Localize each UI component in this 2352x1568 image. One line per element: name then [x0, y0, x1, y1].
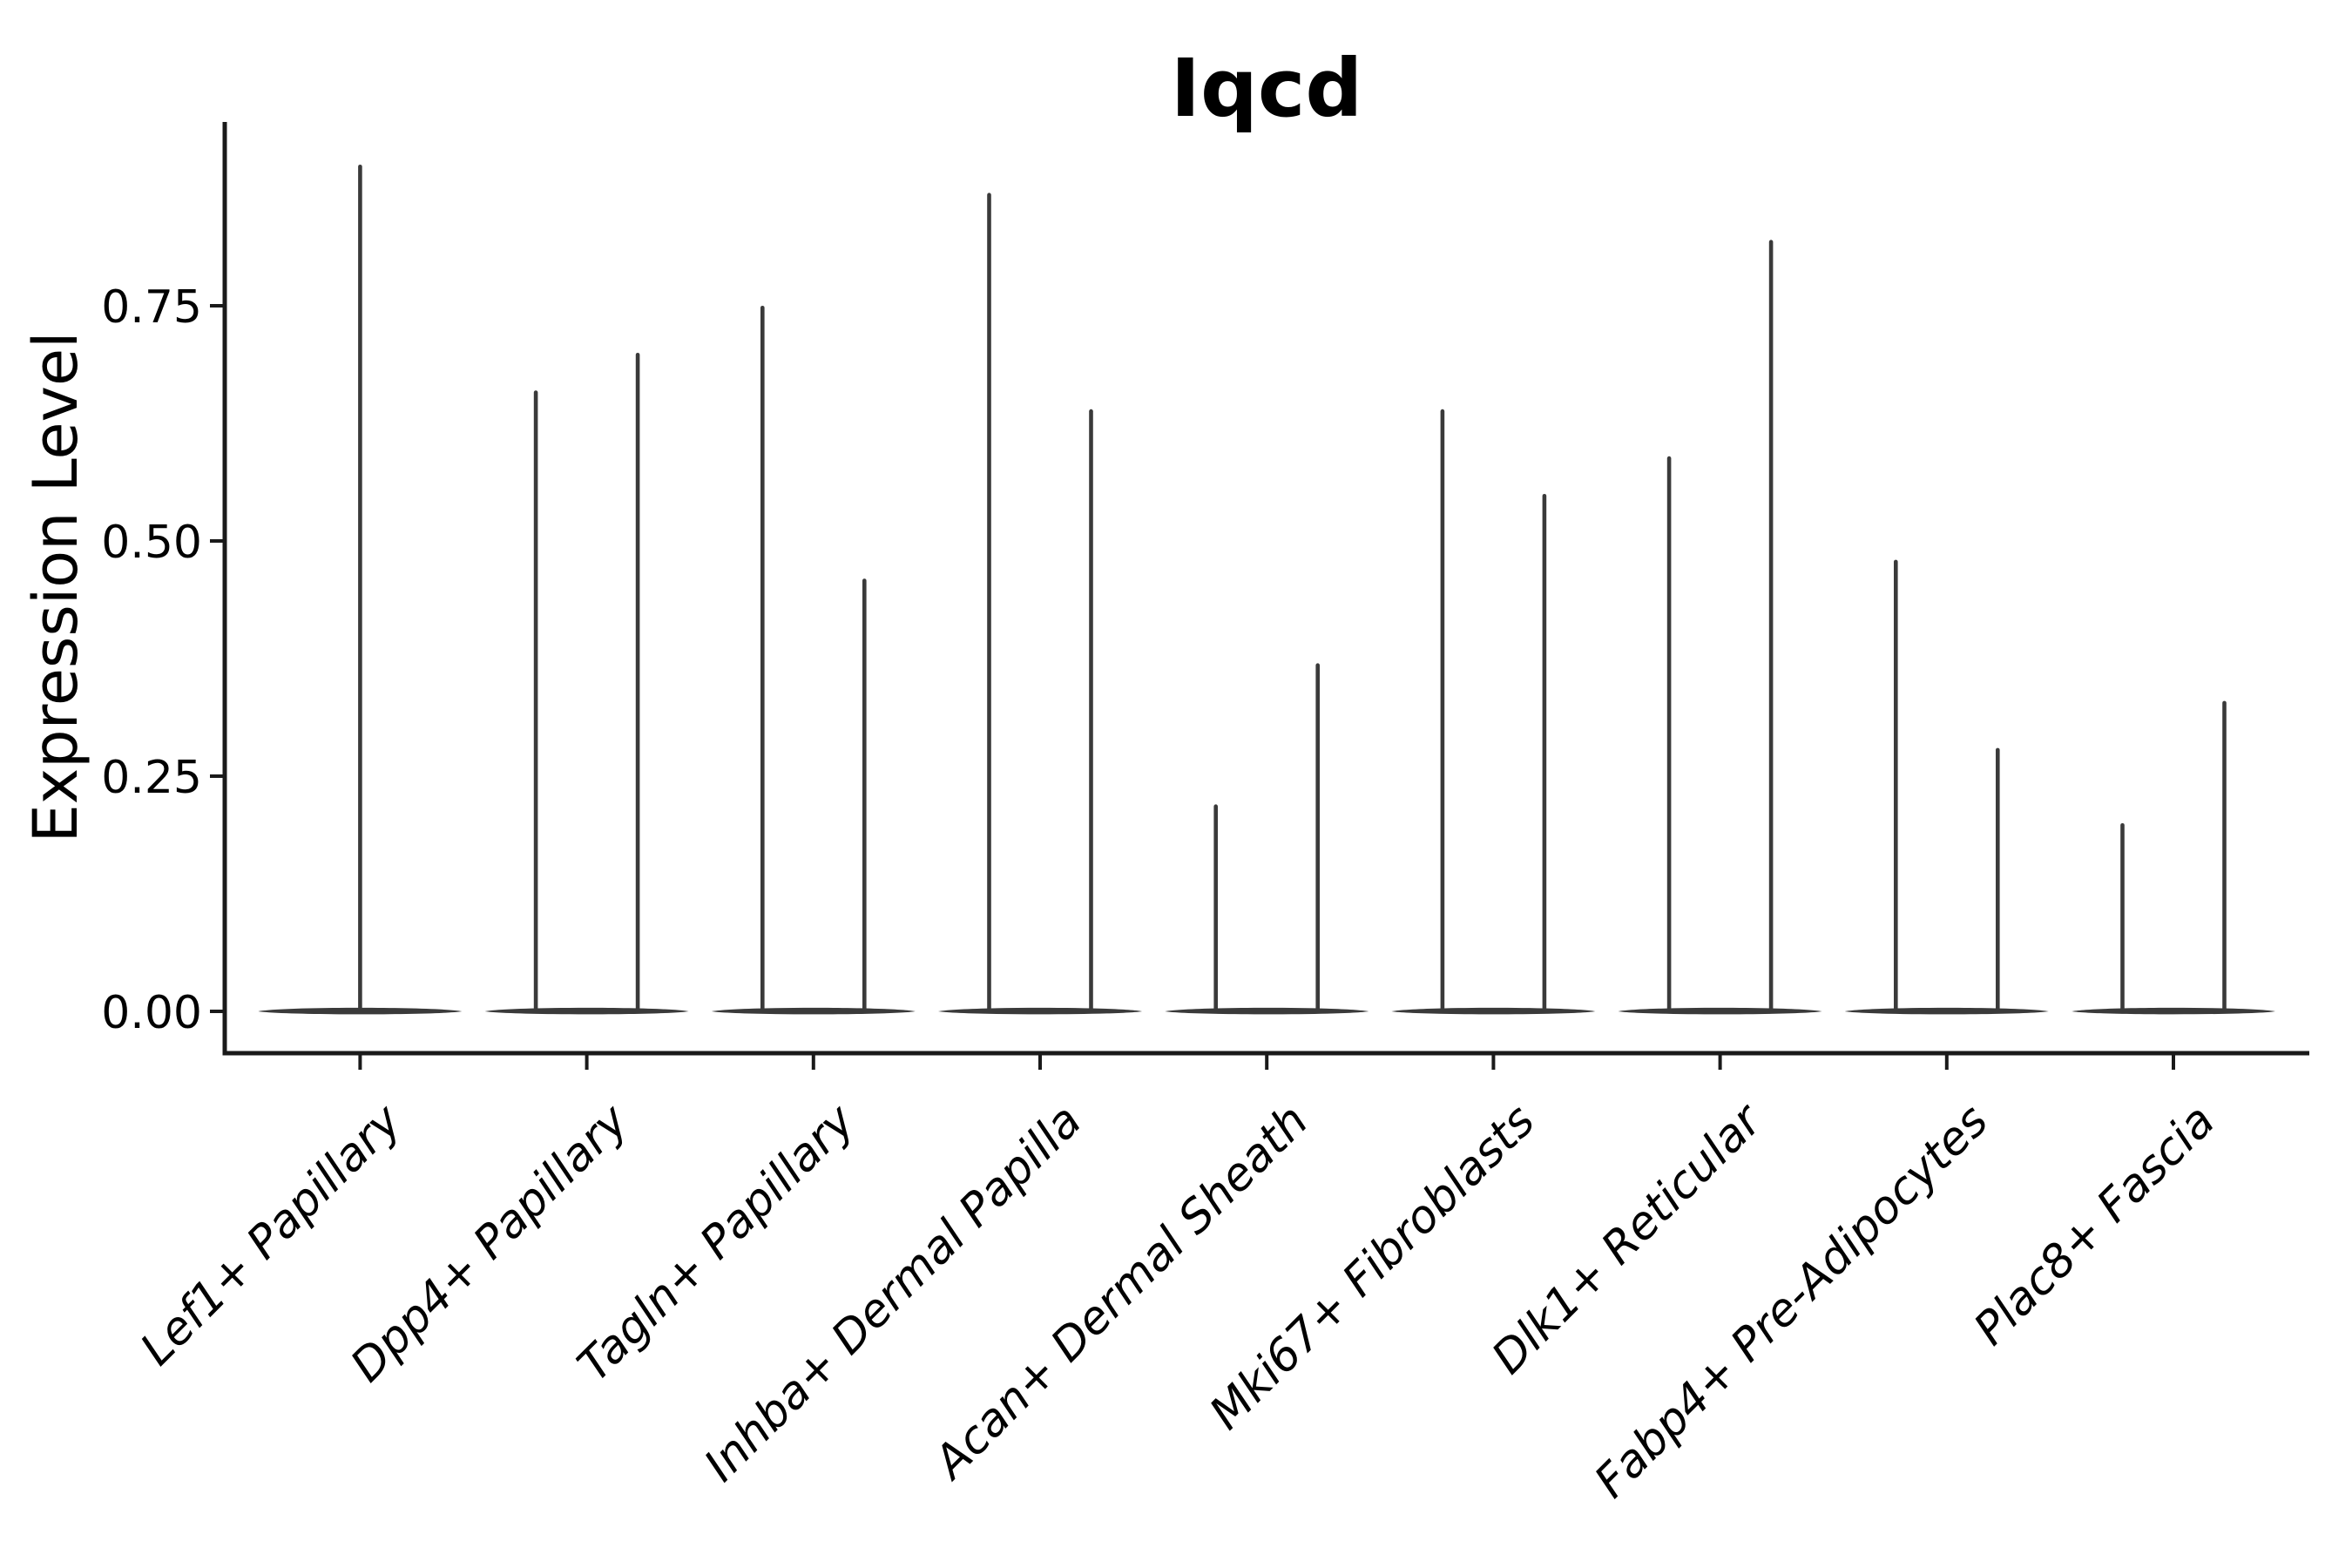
x-tick-label: Acan+ Dermal Sheath — [923, 1095, 1318, 1490]
violin-base — [2072, 1007, 2275, 1015]
violin-base — [711, 1007, 916, 1015]
violin-base — [1391, 1007, 1596, 1015]
violin-base — [1844, 1007, 2049, 1015]
x-tick-label: Plac8+ Fascia — [1964, 1095, 2225, 1355]
y-tick-label: 0.25 — [101, 752, 202, 804]
x-tick-label: Inhba+ Dermal Papilla — [694, 1095, 1092, 1492]
x-tick-label: Fabp4+ Pre-Adipocytes — [1585, 1095, 1998, 1509]
violin-base — [938, 1007, 1142, 1015]
violin-base — [1618, 1007, 1822, 1015]
y-axis-label: Expression Level — [20, 331, 91, 842]
y-tick-label: 0.00 — [101, 987, 202, 1039]
violin-base — [1165, 1007, 1369, 1015]
chart-title: Iqcd — [1171, 42, 1362, 135]
violin-base — [484, 1007, 689, 1015]
y-axis-ticks: 0.00 0.25 0.50 0.75 — [101, 281, 225, 1039]
y-tick-label: 0.50 — [101, 517, 202, 569]
violins-group — [258, 165, 2275, 1015]
y-tick-label: 0.75 — [101, 281, 202, 334]
